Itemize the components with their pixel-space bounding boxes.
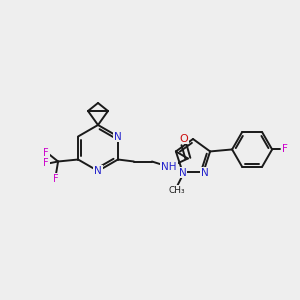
Text: NH: NH	[161, 163, 177, 172]
Text: F: F	[53, 173, 59, 184]
Text: F: F	[43, 158, 49, 169]
Text: F: F	[43, 148, 49, 158]
Text: N: N	[201, 168, 208, 178]
Text: O: O	[179, 134, 188, 143]
Text: N: N	[94, 166, 102, 176]
Text: N: N	[178, 168, 186, 178]
Text: F: F	[282, 144, 288, 154]
Text: N: N	[114, 131, 122, 142]
Text: CH₃: CH₃	[168, 186, 185, 195]
